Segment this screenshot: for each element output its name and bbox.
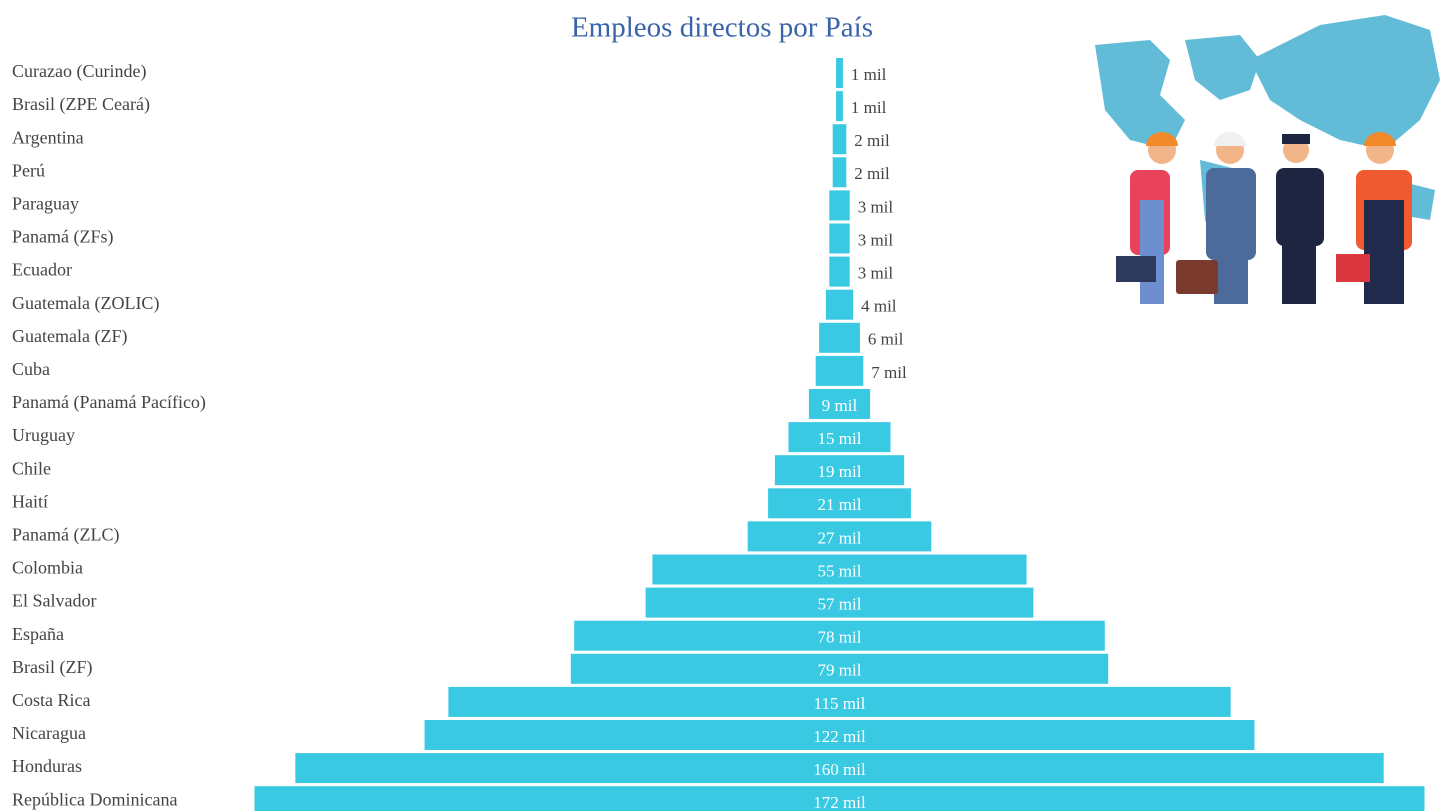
value-label: 122 mil — [813, 727, 866, 746]
value-label: 9 mil — [822, 396, 858, 415]
value-label: 78 mil — [818, 628, 862, 647]
value-label: 79 mil — [818, 661, 862, 680]
category-label: Ecuador — [12, 260, 72, 280]
category-label: Panamá (ZLC) — [12, 525, 119, 546]
category-label: El Salvador — [12, 591, 96, 611]
bar — [832, 124, 847, 155]
bar — [829, 256, 850, 287]
value-label: 1 mil — [851, 65, 887, 84]
category-label: Panamá (ZFs) — [12, 227, 113, 248]
value-label: 57 mil — [818, 595, 862, 614]
value-label: 115 mil — [814, 694, 866, 713]
value-label: 55 mil — [818, 561, 862, 580]
category-label: Haití — [12, 491, 48, 511]
category-label: Guatemala (ZF) — [12, 326, 127, 347]
category-label: Honduras — [12, 756, 82, 776]
category-label: Brasil (ZPE Ceará) — [12, 94, 150, 115]
bar — [836, 91, 843, 122]
bar — [254, 786, 1425, 811]
bar — [424, 720, 1255, 750]
value-label: 2 mil — [854, 164, 890, 183]
illustration — [1095, 15, 1440, 304]
value-label: 6 mil — [868, 330, 904, 349]
bar — [645, 587, 1034, 618]
value-label: 160 mil — [813, 760, 866, 779]
chart-title: Empleos directos por País — [571, 12, 873, 44]
value-label: 3 mil — [858, 197, 894, 216]
bar — [574, 620, 1105, 651]
bar — [652, 554, 1027, 585]
category-label: Guatemala (ZOLIC) — [12, 293, 159, 314]
category-label: Colombia — [12, 558, 83, 578]
value-label: 7 mil — [871, 363, 907, 382]
value-label: 27 mil — [818, 528, 862, 547]
value-label: 1 mil — [851, 98, 887, 117]
value-label: 19 mil — [818, 462, 862, 481]
category-label: Cuba — [12, 359, 50, 379]
category-label: Paraguay — [12, 194, 79, 214]
bar — [768, 488, 911, 519]
category-label: Perú — [12, 160, 45, 180]
category-label: República Dominicana — [12, 789, 177, 809]
value-label: 21 mil — [818, 495, 862, 514]
category-label: España — [12, 624, 64, 644]
bar — [825, 289, 854, 320]
bar — [815, 355, 864, 386]
category-label: Curazao (Curinde) — [12, 61, 146, 82]
bar — [788, 422, 891, 453]
category-label: Costa Rica — [12, 690, 91, 710]
bar — [819, 322, 860, 353]
bar — [808, 389, 871, 419]
value-label: 15 mil — [818, 429, 862, 448]
value-label: 172 mil — [813, 793, 866, 811]
category-label: Uruguay — [12, 425, 75, 445]
value-label: 2 mil — [854, 131, 890, 150]
bar — [747, 521, 932, 552]
bar — [829, 223, 850, 254]
category-label: Argentina — [12, 127, 84, 147]
category-label: Nicaragua — [12, 723, 86, 743]
value-label: 4 mil — [861, 297, 897, 316]
bar — [829, 190, 850, 221]
bar — [832, 157, 847, 188]
bar — [774, 455, 905, 486]
bar — [836, 58, 843, 88]
category-label: Chile — [12, 458, 51, 478]
category-label: Panamá (Panamá Pacífico) — [12, 392, 206, 413]
value-label: 3 mil — [858, 264, 894, 283]
bar — [295, 753, 1384, 784]
bar — [570, 653, 1109, 684]
bar — [448, 686, 1231, 717]
category-label: Brasil (ZF) — [12, 657, 93, 678]
value-label: 3 mil — [858, 230, 894, 249]
